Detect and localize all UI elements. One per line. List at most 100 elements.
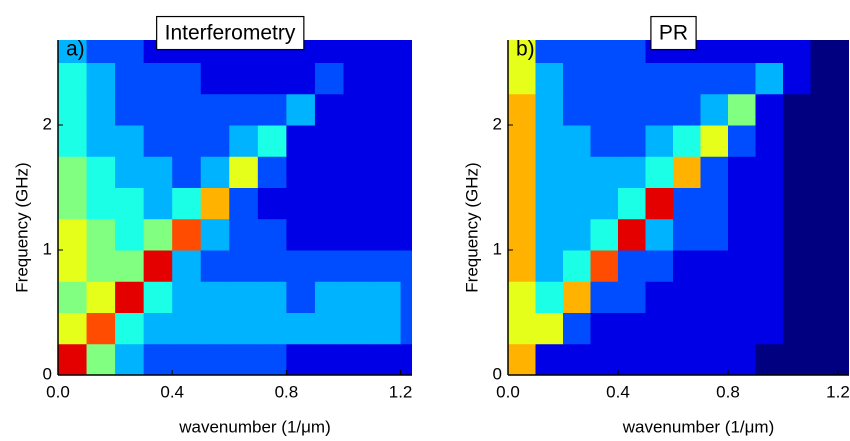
heatmap-cell [229,250,259,282]
heatmap-cell [728,40,756,63]
heatmap-cell [810,93,839,126]
heatmap-cell [86,93,116,126]
heatmap-cell [700,40,729,63]
heatmap-cell [618,187,646,220]
y-tick-label: 2 [43,114,52,133]
heatmap-cell [257,62,287,95]
heatmap-cell [58,343,88,375]
heatmap-cell [343,187,373,220]
heatmap-cell [200,156,230,188]
heatmap-cell [700,312,729,345]
heatmap-cell [229,187,259,220]
heatmap-cell [838,62,849,95]
y-tick-label: 1 [43,239,52,258]
heatmap-cell [400,187,412,220]
x-axis-label: wavenumber (1/μm) [178,417,331,436]
heatmap-cell [200,281,230,313]
heatmap-cell [172,343,202,375]
heatmap-cell [645,156,674,188]
heatmap-cell [229,125,259,157]
heatmap-cell [314,250,344,282]
heatmap-cell [508,62,536,95]
heatmap-cell [508,250,536,282]
heatmap-cell [115,187,145,220]
heatmap-cell [172,93,202,126]
x-tick-label: 0.4 [160,382,184,401]
heatmap-cell [645,218,674,251]
heatmap-cell [372,93,402,126]
heatmap-cell [535,125,564,157]
heatmap-cell [590,343,619,375]
heatmap-cell [563,93,591,126]
heatmap-cell [645,250,674,282]
heatmap [508,40,849,375]
heatmap-cell [535,156,564,188]
heatmap-cell [115,93,145,126]
heatmap-cell [728,62,756,95]
heatmap-cell [400,40,412,63]
heatmap-cell [783,312,811,345]
heatmap-cell [115,40,145,63]
heatmap-cell [563,218,591,251]
heatmap-cell [535,93,564,126]
heatmap-cell [508,281,536,313]
heatmap-cell [563,62,591,95]
heatmap-cell [343,62,373,95]
heatmap-cell [810,40,839,63]
heatmap-cell [590,40,619,63]
heatmap-cell [286,343,316,375]
heatmap-cell [783,343,811,375]
heatmap-cell [372,343,402,375]
heatmap-cell [143,187,173,220]
heatmap-cell [372,218,402,251]
x-tick-label: 1.2 [826,382,850,401]
heatmap-cell [810,187,839,220]
heatmap-cell [229,156,259,188]
heatmap-cell [257,281,287,313]
heatmap-cell [755,250,784,282]
heatmap-cell [286,187,316,220]
heatmap-cell [143,250,173,282]
heatmap-cell [229,218,259,251]
heatmap-cell [563,156,591,188]
heatmap-cell [563,281,591,313]
heatmap-cell [618,281,646,313]
heatmap-cell [372,125,402,157]
heatmap-cell [838,40,849,63]
x-axis-label: wavenumber (1/μm) [622,417,775,436]
heatmap-cell [257,218,287,251]
heatmap-cell [755,62,784,95]
heatmap-cell [810,156,839,188]
heatmap-cell [314,62,344,95]
heatmap-cell [838,125,849,157]
heatmap-cell [810,343,839,375]
heatmap-cell [86,40,116,63]
heatmap-cell [645,62,674,95]
heatmap-cell [372,281,402,313]
heatmap-cell [143,343,173,375]
heatmap-cell [755,187,784,220]
heatmap-cell [143,93,173,126]
heatmap-cell [645,187,674,220]
chart-title: Interferometry [165,22,296,45]
panel-label: b) [516,38,535,61]
heatmap-cell [673,93,701,126]
heatmap-cell [86,187,116,220]
heatmap-cell [314,156,344,188]
heatmap-cell [372,62,402,95]
heatmap-cell [343,312,373,345]
heatmap-cell [229,62,259,95]
heatmap-cell [343,343,373,375]
heatmap-cell [618,156,646,188]
heatmap-cell [728,156,756,188]
heatmap-cell [700,281,729,313]
heatmap-cell [172,62,202,95]
heatmap-cell [143,125,173,157]
heatmap-cell [400,156,412,188]
heatmap-cell [200,343,230,375]
heatmap-cell [645,312,674,345]
heatmap-cell [810,62,839,95]
heatmap-cell [535,187,564,220]
heatmap-cell [755,156,784,188]
